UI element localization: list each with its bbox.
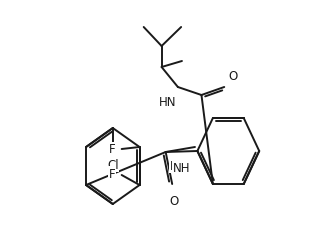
Text: O: O — [169, 194, 179, 207]
Text: HN: HN — [159, 96, 176, 109]
Text: Cl: Cl — [107, 158, 118, 171]
Text: O: O — [228, 70, 238, 83]
Text: F: F — [109, 167, 115, 180]
Text: F: F — [109, 143, 115, 156]
Text: NH: NH — [170, 159, 188, 172]
Text: NH: NH — [172, 161, 190, 174]
